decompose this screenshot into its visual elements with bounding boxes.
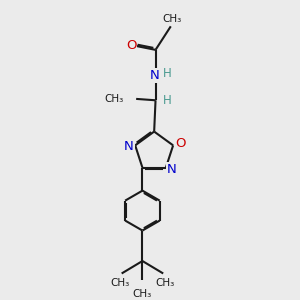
- Text: CH₃: CH₃: [133, 289, 152, 299]
- Text: O: O: [176, 137, 186, 151]
- Text: CH₃: CH₃: [163, 14, 182, 24]
- Text: CH₃: CH₃: [104, 94, 124, 104]
- Text: CH₃: CH₃: [111, 278, 130, 288]
- Text: N: N: [149, 69, 159, 82]
- Text: N: N: [124, 140, 134, 153]
- Text: N: N: [167, 163, 177, 176]
- Text: O: O: [126, 39, 137, 52]
- Text: CH₃: CH₃: [155, 278, 174, 288]
- Text: H: H: [163, 94, 172, 107]
- Text: H: H: [163, 68, 172, 80]
